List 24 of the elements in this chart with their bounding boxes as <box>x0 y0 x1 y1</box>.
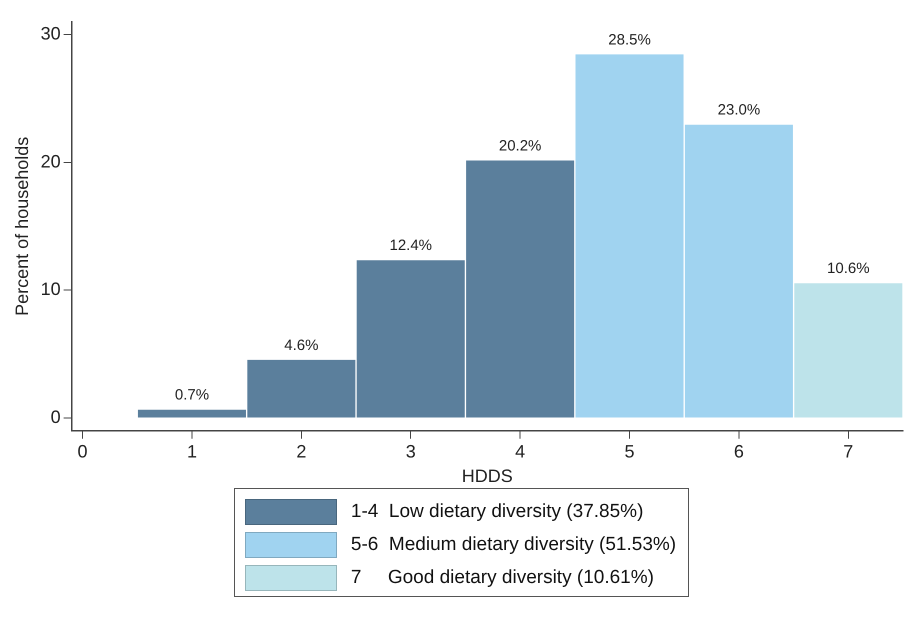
x-tick-label: 6 <box>734 442 744 462</box>
y-axis-title: Percent of households <box>12 136 32 316</box>
data-label: 0.7% <box>174 386 210 404</box>
x-tick-label: 3 <box>406 442 416 462</box>
x-tick-label: 0 <box>78 442 88 462</box>
data-label: 20.2% <box>498 137 542 154</box>
y-tick-label: 10 <box>40 279 61 300</box>
legend-label: 5-6 Medium dietary diversity (51.53%) <box>350 534 676 556</box>
y-tick-label: 20 <box>40 151 61 172</box>
data-label: 4.6% <box>284 336 318 354</box>
x-tick-label: 1 <box>186 442 197 462</box>
legend-label: 7 Good dietary diversity (10.61%) <box>350 566 654 588</box>
x-tick-label: 4 <box>515 442 526 462</box>
data-label: 10.6% <box>827 260 870 278</box>
data-label: 12.4% <box>389 237 432 254</box>
x-tick-label: 2 <box>296 442 306 462</box>
y-tick-label: 0 <box>50 406 61 427</box>
data-label: 28.5% <box>608 31 651 48</box>
data-label: 23.0% <box>718 102 760 119</box>
x-axis-title: HDDS <box>462 466 513 486</box>
x-tick-label: 5 <box>624 442 635 462</box>
legend-label: 1-4 Low dietary diversity (37.85%) <box>350 500 644 522</box>
x-tick-label: 7 <box>843 442 854 462</box>
y-tick-label: 30 <box>40 24 61 44</box>
